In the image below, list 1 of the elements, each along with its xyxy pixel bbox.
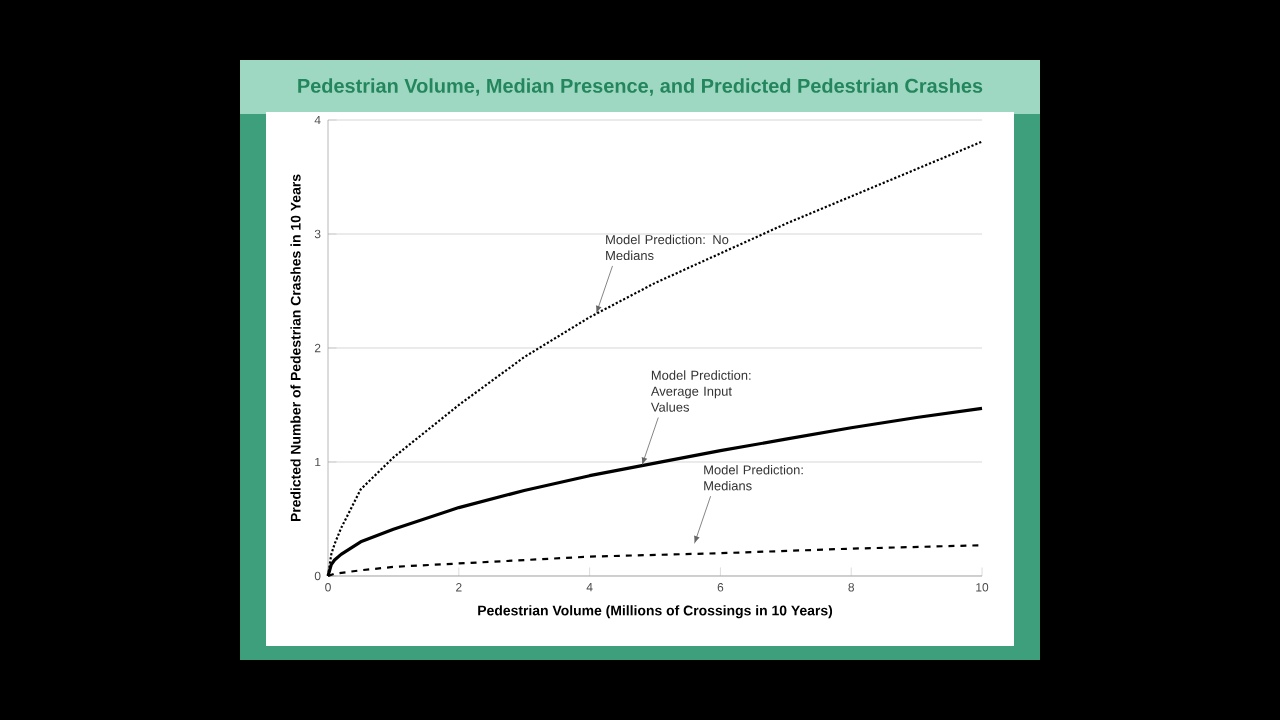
- chart-title: Pedestrian Volume, Median Presence, and Predicted Pedestrian Crashes: [298, 78, 983, 96]
